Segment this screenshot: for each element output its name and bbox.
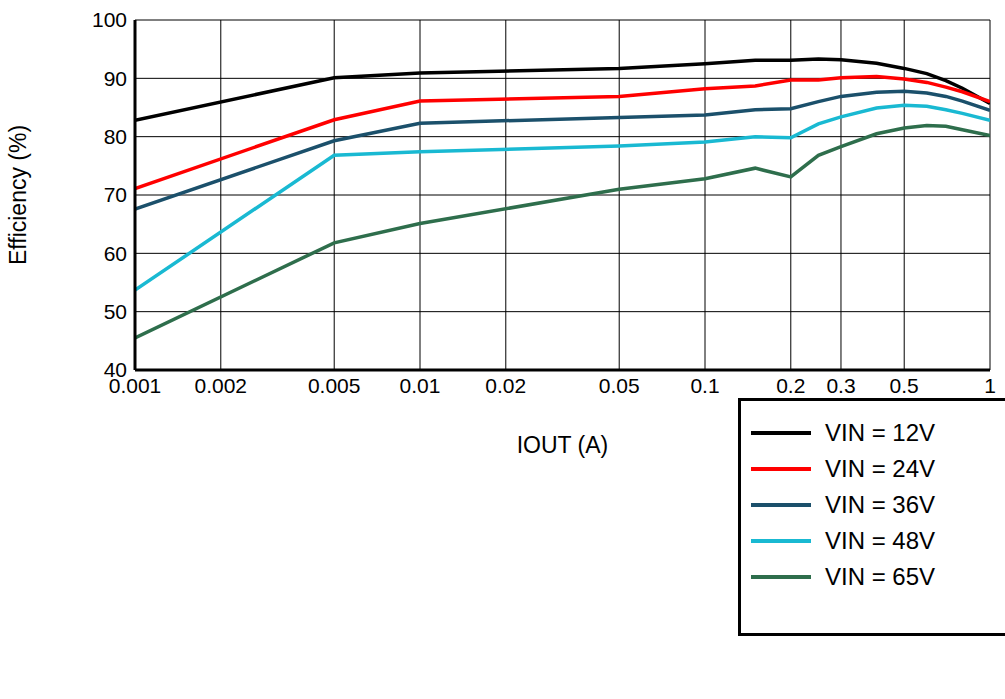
svg-text:0.01: 0.01 (400, 374, 441, 397)
svg-text:100: 100 (92, 8, 127, 31)
svg-text:50: 50 (104, 300, 127, 323)
svg-text:1: 1 (984, 374, 996, 397)
svg-text:0.02: 0.02 (485, 374, 526, 397)
svg-text:0.2: 0.2 (776, 374, 805, 397)
svg-text:70: 70 (104, 183, 127, 206)
svg-text:IOUT (A): IOUT (A) (517, 432, 609, 458)
html-text:VIN = 65V: VIN = 65V (825, 563, 936, 590)
svg-text:60: 60 (104, 242, 127, 265)
svg-text:90: 90 (104, 67, 127, 90)
svg-text:0.1: 0.1 (690, 374, 719, 397)
html-text:VIN = 24V: VIN = 24V (825, 455, 936, 482)
svg-text:0.5: 0.5 (890, 374, 919, 397)
svg-text:Efficiency (%): Efficiency (%) (8, 125, 31, 265)
svg-text:40: 40 (104, 358, 127, 381)
svg-text:0.05: 0.05 (599, 374, 640, 397)
svg-text:0.3: 0.3 (826, 374, 855, 397)
svg-text:0.005: 0.005 (308, 374, 361, 397)
svg-text:0.002: 0.002 (195, 374, 248, 397)
html-text:VIN = 36V: VIN = 36V (825, 491, 936, 518)
html-text:VIN = 48V: VIN = 48V (825, 527, 936, 554)
html-text:VIN = 12V: VIN = 12V (825, 419, 936, 446)
svg-text:0.001: 0.001 (108, 373, 162, 397)
svg-text:80: 80 (104, 125, 127, 148)
